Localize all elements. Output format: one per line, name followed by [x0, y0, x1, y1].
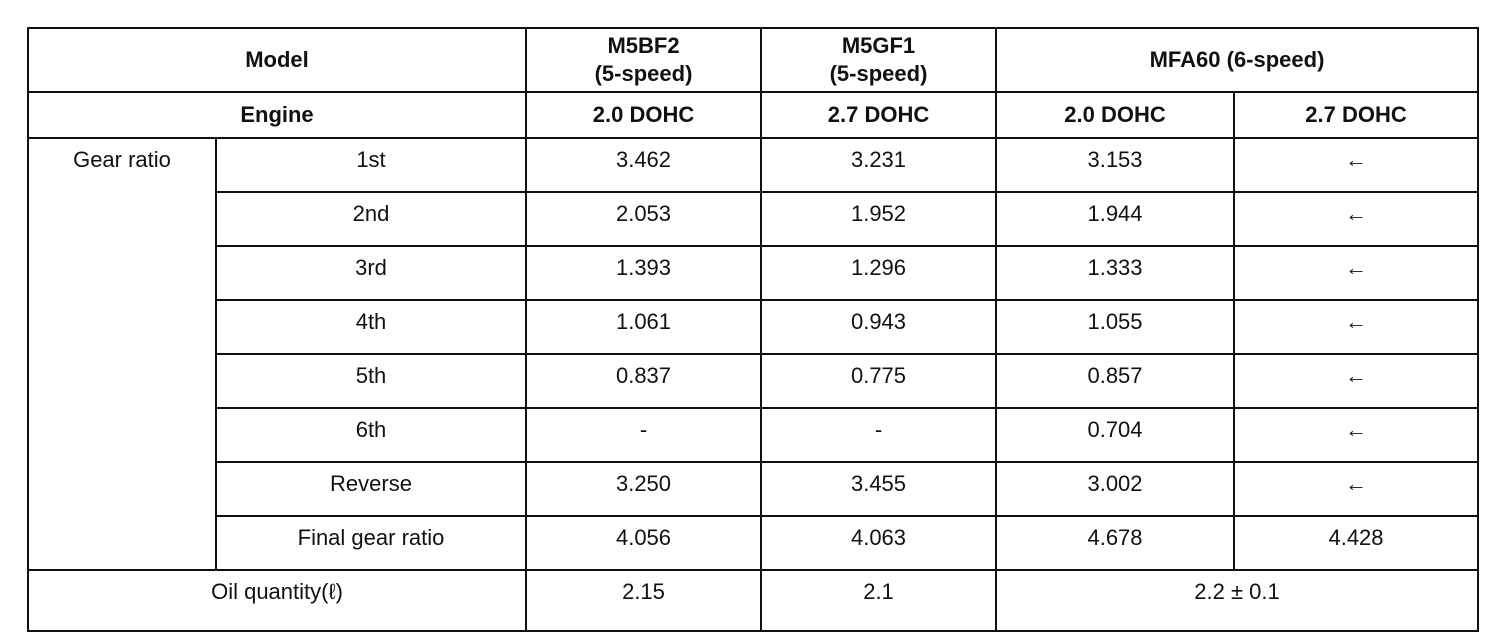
- value: ←: [1232, 299, 1480, 355]
- gear-row: 4th 1.061 0.943 1.055 ←: [28, 299, 1480, 355]
- value: -: [525, 407, 762, 463]
- engine-row: Engine 2.0 DOHC 2.7 DOHC 2.0 DOHC 2.7 DO…: [27, 91, 1480, 139]
- row-label: 6th: [215, 407, 527, 463]
- model-name: M5BF2: [607, 33, 680, 58]
- gear-row: 6th - -0.704 ←: [28, 407, 1480, 463]
- value: 3.231: [760, 137, 997, 193]
- value: 3.455: [760, 461, 997, 517]
- value: ←: [1232, 137, 1480, 193]
- value: 3.153: [995, 137, 1235, 193]
- value: 2.053: [525, 191, 762, 247]
- oil-row: Oil quantity(ℓ) 2.15 2.1 2.2 ± 0.1: [27, 569, 1480, 632]
- value: 0.857: [995, 353, 1235, 409]
- oil-value: 2.1: [760, 569, 997, 632]
- row-label: Reverse: [215, 461, 527, 517]
- gear-row: 5th 0.837 0.775 0.857 ←: [28, 353, 1480, 409]
- oil-value: 2.2 ± 0.1: [994, 569, 1480, 632]
- value: ←: [1232, 191, 1480, 247]
- page: Model M5BF2 (5-speed) M5GF1 (5-speed) MFA6…: [27, 27, 1480, 632]
- gear-row: Final gear ratio 4.056 4.063 4.678 4.428: [28, 515, 1480, 571]
- row-label: Final gear ratio: [215, 515, 527, 571]
- value: 1.061: [525, 299, 762, 355]
- model-speeds: (5-speed): [594, 61, 693, 86]
- engine: 2.7 DOHC: [760, 91, 997, 139]
- value: -: [760, 407, 997, 463]
- spec-table: Model M5BF2 (5-speed) M5GF1 (5-speed) MFA6…: [27, 27, 1480, 632]
- oil-label: Oil quantity(ℓ): [27, 569, 527, 632]
- value: 4.063: [760, 515, 997, 571]
- table-body: Model M5BF2 (5-speed) M5GF1 (5-speed) MFA6…: [27, 27, 1480, 632]
- gear-row: 3rd 1.393 1.296 1.333 ←: [28, 245, 1480, 301]
- value: 3.462: [525, 137, 762, 193]
- model-row: Model M5BF2 (5-speed) M5GF1 (5-speed) MFA6…: [27, 27, 1480, 93]
- row-label: 1st: [215, 137, 527, 193]
- gear-row: Gear ratio 1st 3.462 3.231 3.153 ←: [27, 137, 1480, 571]
- engine: 2.0 DOHC: [525, 91, 762, 139]
- gear-row: 2nd 2.053 1.952 1.944 ←: [28, 191, 1480, 247]
- value: 1.393: [525, 245, 762, 301]
- value: ←: [1232, 353, 1480, 409]
- value: 1.952: [760, 191, 997, 247]
- value: ←: [1232, 407, 1480, 463]
- value: 3.250: [525, 461, 762, 517]
- engine: 2.0 DOHC: [995, 91, 1235, 139]
- model-label: Model: [27, 27, 527, 93]
- value: 4.056: [525, 515, 762, 571]
- value: 1.333: [995, 245, 1235, 301]
- model-name: MFA60 (6-speed): [994, 27, 1480, 93]
- row-label: 3rd: [215, 245, 527, 301]
- value: ←: [1232, 245, 1480, 301]
- model-cell: M5GF1 (5-speed): [760, 27, 997, 93]
- value: ←: [1232, 461, 1480, 517]
- value: 3.002: [995, 461, 1235, 517]
- value: 4.428: [1232, 515, 1480, 571]
- value: 1.944: [995, 191, 1235, 247]
- value: 0.837: [525, 353, 762, 409]
- value: 1.055: [995, 299, 1235, 355]
- engine: 2.7 DOHC: [1232, 91, 1480, 139]
- model-name: M5GF1: [841, 33, 916, 58]
- row-label: 2nd: [215, 191, 527, 247]
- model-cell: M5BF2 (5-speed): [525, 27, 762, 93]
- oil-value: 2.15: [525, 569, 762, 632]
- engine-label: Engine: [27, 91, 527, 139]
- value: 4.678: [995, 515, 1235, 571]
- gear-row: Reverse 3.250 3.455 3.002 ←: [28, 461, 1480, 517]
- value: 1.296: [760, 245, 997, 301]
- row-label: 4th: [215, 299, 527, 355]
- row-label: 5th: [215, 353, 527, 409]
- gear-ratio-label: Gear ratio: [27, 137, 217, 571]
- value: 0.943: [760, 299, 997, 355]
- value: 0.704: [995, 407, 1235, 463]
- model-speeds: (5-speed): [829, 61, 928, 86]
- value: 0.775: [760, 353, 997, 409]
